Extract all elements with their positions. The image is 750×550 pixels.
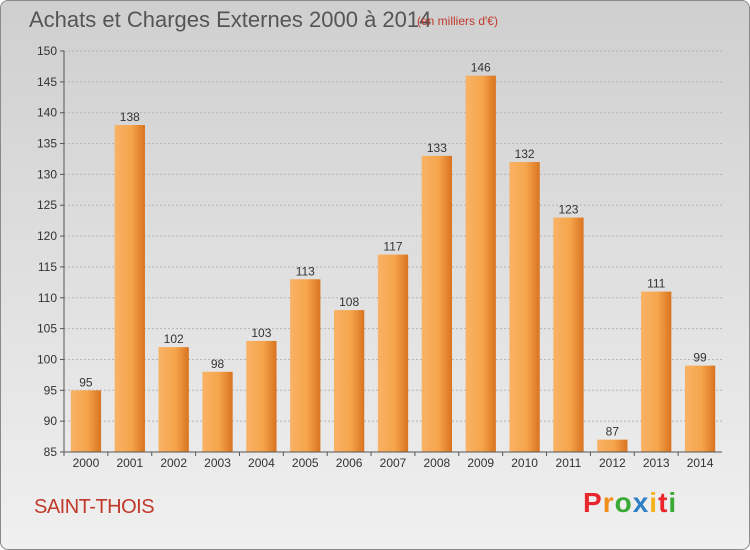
axes: 85 90 95 100 105 110 115 120 125 130 135 140 145 150 2… — [37, 44, 722, 470]
place-name: SAINT-THOIS — [34, 496, 155, 518]
value-label-2007: 117 — [383, 240, 402, 254]
bar-2006 — [333, 310, 365, 452]
x-tick-label-2003: 2003 — [204, 456, 231, 470]
y-tick-label: 140 — [37, 106, 57, 120]
x-tick-label-2002: 2002 — [160, 456, 187, 470]
x-tick-label-2005: 2005 — [292, 456, 319, 470]
y-tick-label: 145 — [37, 75, 57, 89]
y-tick-label: 110 — [38, 291, 57, 305]
x-tick-label-2014: 2014 — [687, 456, 714, 470]
bar-2009 — [465, 75, 496, 452]
logo-letter: t — [658, 487, 669, 518]
value-label-2010: 132 — [515, 147, 535, 161]
y-tick-label: 115 — [38, 260, 57, 274]
value-label-2000: 95 — [79, 375, 93, 389]
bar-2008 — [421, 155, 453, 452]
value-label-2008: 133 — [427, 141, 447, 155]
logo-letter: o — [614, 487, 633, 518]
x-tick-label-2010: 2010 — [511, 456, 538, 470]
x-tick-label-2006: 2006 — [336, 456, 363, 470]
x-tick-label-2012: 2012 — [599, 456, 626, 470]
value-label-2006: 108 — [339, 295, 359, 309]
value-label-2001: 138 — [120, 110, 140, 124]
bar-2007 — [377, 254, 409, 452]
x-tick-label-2009: 2009 — [467, 456, 494, 470]
y-tick-label: 120 — [37, 229, 57, 243]
y-tick-label: 125 — [37, 198, 57, 212]
y-tick-label: 85 — [44, 445, 58, 459]
x-tick-label-2000: 2000 — [73, 456, 100, 470]
bar-2010 — [509, 162, 540, 453]
x-tick-label-2013: 2013 — [643, 456, 670, 470]
bar-2012 — [597, 439, 628, 452]
y-tick-label: 95 — [44, 383, 58, 397]
y-tick-label: 130 — [37, 167, 57, 181]
bar-2003 — [202, 371, 233, 452]
bars: 95 138 102 98 103 113 108 117 133 146 132 123 87 111 9… — [70, 61, 716, 453]
y-tick-label: 135 — [37, 137, 57, 151]
value-label-2003: 98 — [211, 357, 225, 371]
bar-2002 — [158, 347, 189, 452]
x-tick-label-2007: 2007 — [380, 456, 407, 470]
logo-letter: x — [632, 487, 650, 518]
x-tick-label-2004: 2004 — [248, 456, 275, 470]
proxiti-logo: Proxiti — [583, 487, 677, 519]
value-label-2013: 111 — [647, 277, 666, 291]
y-tick-label: 105 — [37, 322, 57, 336]
logo-letter: r — [602, 487, 615, 518]
value-label-2009: 146 — [471, 61, 491, 75]
bar-2005 — [290, 279, 321, 452]
value-label-2005: 113 — [296, 264, 315, 278]
logo-letter: i — [668, 487, 678, 518]
x-tick-label-2001: 2001 — [116, 456, 143, 470]
bar-2011 — [553, 217, 584, 452]
value-label-2012: 87 — [606, 425, 620, 439]
value-label-2004: 103 — [251, 326, 271, 340]
chart-title: Achats et Charges Externes 2000 à 2014 — [29, 7, 432, 32]
bar-2014 — [684, 365, 716, 452]
x-tick-label-2011: 2011 — [556, 456, 582, 470]
y-tick-label: 100 — [37, 352, 57, 366]
bar-2001 — [114, 125, 145, 453]
x-tick-label-2008: 2008 — [424, 456, 451, 470]
y-tick-label: 90 — [44, 414, 58, 428]
value-label-2014: 99 — [693, 351, 707, 365]
logo-letter: P — [583, 487, 603, 518]
bar-2000 — [70, 390, 102, 452]
value-label-2011: 123 — [558, 203, 578, 217]
bar-2004 — [246, 340, 277, 452]
logo-letter: i — [649, 487, 659, 518]
y-tick-label: 150 — [37, 44, 57, 58]
chart-subtitle: (en milliers d'€) — [417, 14, 498, 28]
value-label-2002: 102 — [164, 332, 184, 346]
bar-2013 — [641, 291, 672, 452]
